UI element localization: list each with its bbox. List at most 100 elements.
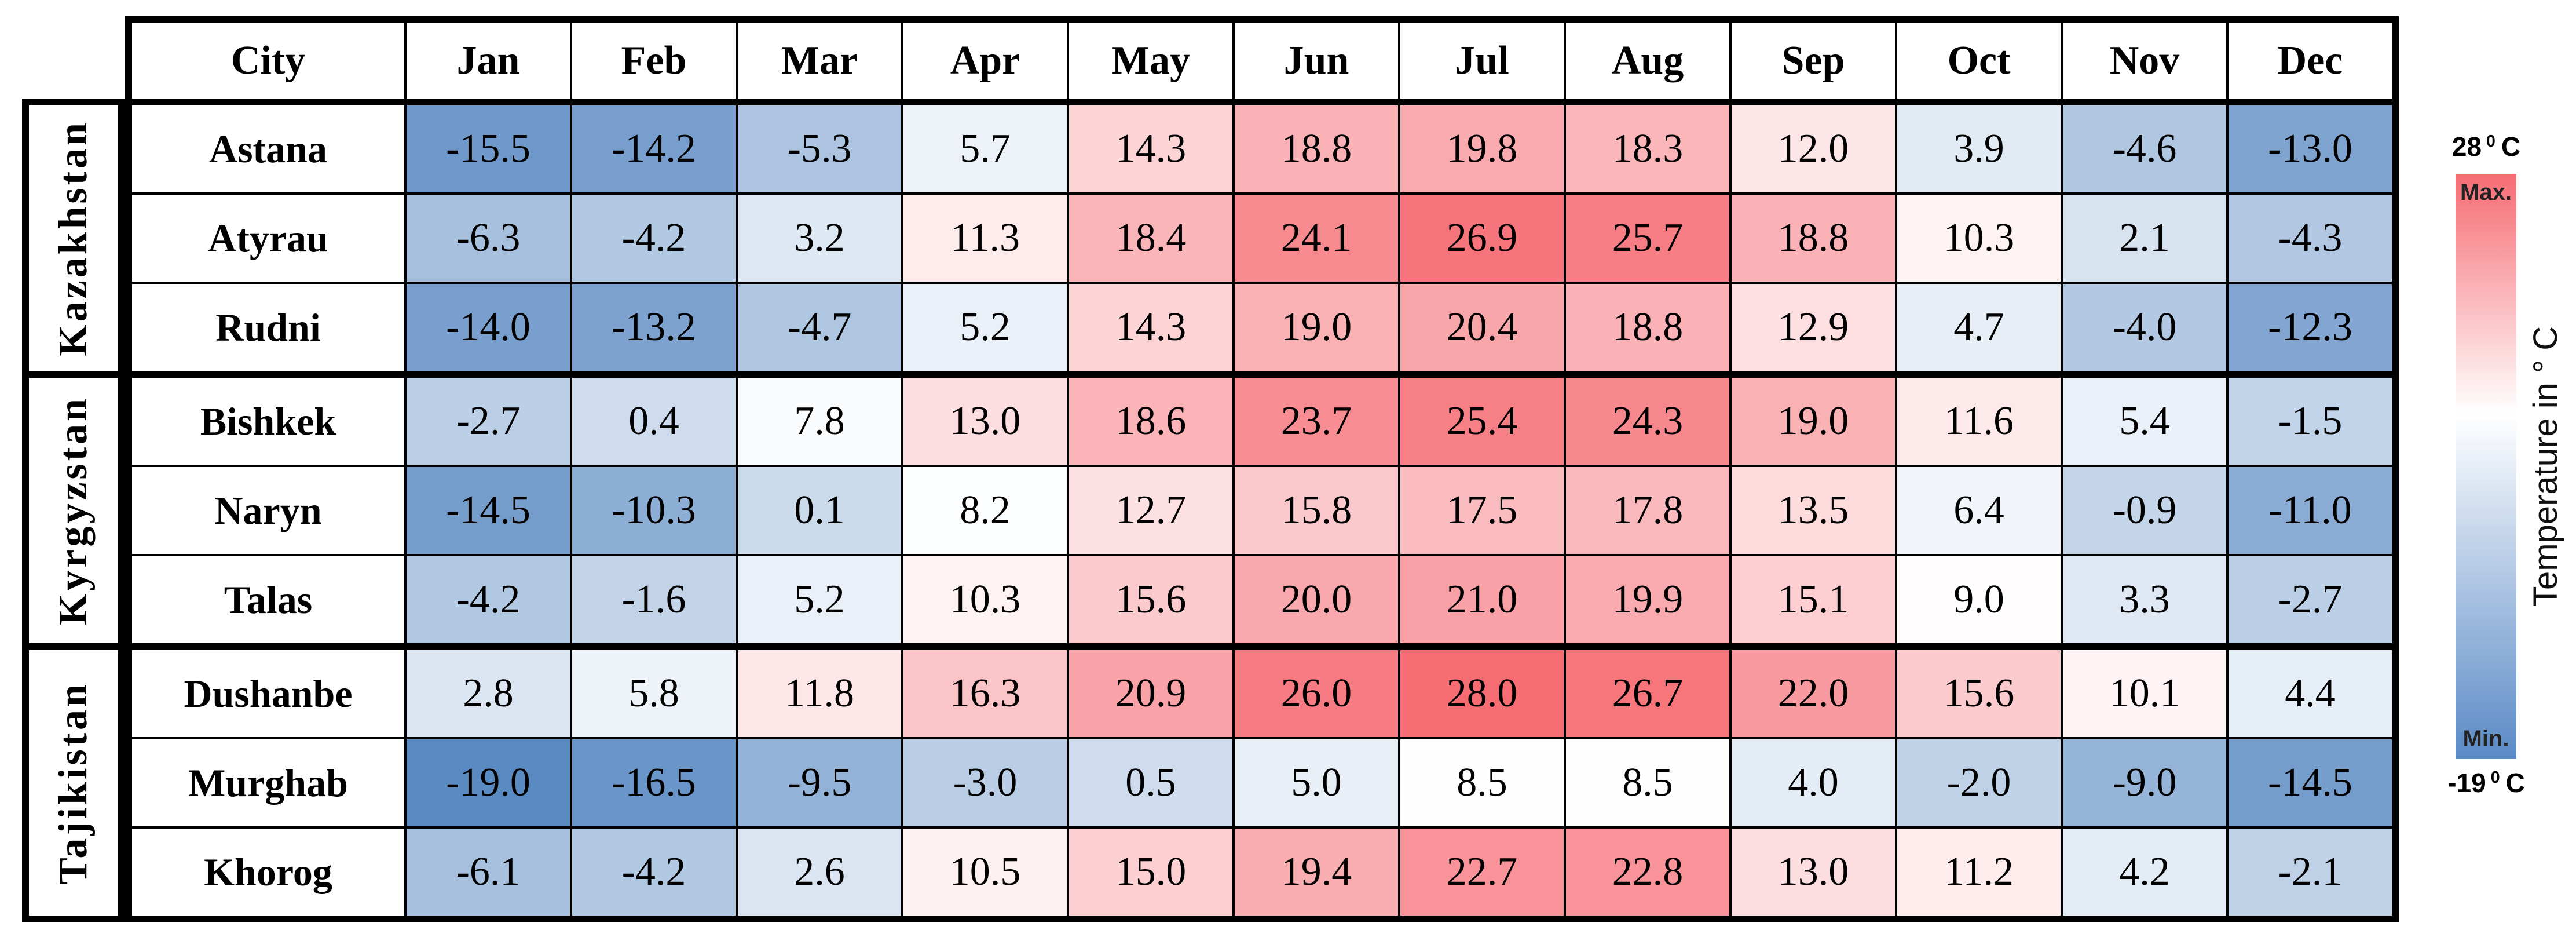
temp-cell-khorog-jan: -6.1 <box>407 829 572 916</box>
temp-cell-dushanbe-feb: 5.8 <box>572 650 738 739</box>
temp-cell-atyrau-aug: 25.7 <box>1566 195 1732 284</box>
temp-cell-bishkek-oct: 11.6 <box>1897 378 2063 467</box>
temp-cell-khorog-sep: 13.0 <box>1732 829 1897 916</box>
temp-cell-bishkek-mar: 7.8 <box>738 378 903 467</box>
legend-min-caption: Min. <box>2462 726 2509 752</box>
temp-cell-rudni-mar: -4.7 <box>738 284 903 378</box>
temp-cell-atyrau-sep: 18.8 <box>1732 195 1897 284</box>
temp-cell-murghab-dec: -14.5 <box>2229 739 2392 829</box>
temp-cell-khorog-nov: 4.2 <box>2063 829 2229 916</box>
temp-cell-khorog-may: 15.0 <box>1069 829 1235 916</box>
temp-cell-murghab-nov: -9.0 <box>2063 739 2229 829</box>
temp-cell-bishkek-apr: 13.0 <box>903 378 1069 467</box>
column-header-jan: Jan <box>407 23 572 105</box>
temp-cell-dushanbe-dec: 4.4 <box>2229 650 2392 739</box>
temp-cell-dushanbe-jun: 26.0 <box>1235 650 1400 739</box>
country-name-label: Kyrgyzstan <box>51 395 96 626</box>
temp-cell-naryn-feb: -10.3 <box>572 467 738 556</box>
temp-cell-astana-mar: -5.3 <box>738 105 903 195</box>
country-group-tajikistan: Tajikistan <box>29 650 118 916</box>
legend-gradient-bar: Max. Min. <box>2456 174 2516 759</box>
temp-cell-bishkek-aug: 24.3 <box>1566 378 1732 467</box>
temp-cell-talas-may: 15.6 <box>1069 556 1235 650</box>
legend-max-degree: 0 <box>2486 132 2496 151</box>
city-label-atyrau: Atyrau <box>132 195 407 284</box>
temp-cell-astana-dec: -13.0 <box>2229 105 2392 195</box>
column-header-oct: Oct <box>1897 23 2063 105</box>
country-group-kazakhstan: Kazakhstan <box>29 105 118 378</box>
column-header-nov: Nov <box>2063 23 2229 105</box>
temp-cell-talas-jun: 20.0 <box>1235 556 1400 650</box>
temp-cell-khorog-jun: 19.4 <box>1235 829 1400 916</box>
temp-cell-bishkek-sep: 19.0 <box>1732 378 1897 467</box>
city-label-khorog: Khorog <box>132 829 407 916</box>
city-label-naryn: Naryn <box>132 467 407 556</box>
temp-cell-dushanbe-nov: 10.1 <box>2063 650 2229 739</box>
temp-cell-murghab-sep: 4.0 <box>1732 739 1897 829</box>
country-group-kyrgyzstan: Kyrgyzstan <box>29 378 118 650</box>
temp-cell-rudni-jun: 19.0 <box>1235 284 1400 378</box>
city-label-rudni: Rudni <box>132 284 407 378</box>
country-column: Kazakhstan Kyrgyzstan Tajikistan <box>22 99 125 922</box>
temp-cell-rudni-may: 14.3 <box>1069 284 1235 378</box>
temp-cell-talas-aug: 19.9 <box>1566 556 1732 650</box>
temp-cell-astana-jul: 19.8 <box>1400 105 1566 195</box>
temp-cell-murghab-jan: -19.0 <box>407 739 572 829</box>
temp-cell-khorog-dec: -2.1 <box>2229 829 2392 916</box>
temp-cell-naryn-dec: -11.0 <box>2229 467 2392 556</box>
legend-axis-title: Temperature in ° C <box>2527 326 2564 607</box>
column-header-apr: Apr <box>903 23 1069 105</box>
temp-cell-khorog-oct: 11.2 <box>1897 829 2063 916</box>
city-label-astana: Astana <box>132 105 407 195</box>
temp-cell-talas-jul: 21.0 <box>1400 556 1566 650</box>
temp-cell-murghab-may: 0.5 <box>1069 739 1235 829</box>
column-header-aug: Aug <box>1566 23 1732 105</box>
column-header-dec: Dec <box>2229 23 2392 105</box>
column-header-mar: Mar <box>738 23 903 105</box>
temp-cell-atyrau-nov: 2.1 <box>2063 195 2229 284</box>
temp-cell-dushanbe-jul: 28.0 <box>1400 650 1566 739</box>
temp-cell-dushanbe-oct: 15.6 <box>1897 650 2063 739</box>
temp-cell-naryn-oct: 6.4 <box>1897 467 2063 556</box>
temp-cell-naryn-aug: 17.8 <box>1566 467 1732 556</box>
temp-cell-astana-oct: 3.9 <box>1897 105 2063 195</box>
temp-cell-dushanbe-mar: 11.8 <box>738 650 903 739</box>
temp-cell-talas-feb: -1.6 <box>572 556 738 650</box>
temp-cell-atyrau-feb: -4.2 <box>572 195 738 284</box>
temp-cell-murghab-mar: -9.5 <box>738 739 903 829</box>
city-label-dushanbe: Dushanbe <box>132 650 407 739</box>
legend-max-number: 28 <box>2451 132 2482 162</box>
temp-cell-khorog-mar: 2.6 <box>738 829 903 916</box>
temp-cell-rudni-oct: 4.7 <box>1897 284 2063 378</box>
temp-cell-astana-nov: -4.6 <box>2063 105 2229 195</box>
temp-cell-talas-dec: -2.7 <box>2229 556 2392 650</box>
temp-cell-atyrau-jul: 26.9 <box>1400 195 1566 284</box>
column-header-feb: Feb <box>572 23 738 105</box>
legend-min-value: -19 0 C <box>2408 767 2564 798</box>
city-label-murghab: Murghab <box>132 739 407 829</box>
temp-cell-atyrau-oct: 10.3 <box>1897 195 2063 284</box>
temp-cell-astana-feb: -14.2 <box>572 105 738 195</box>
temp-cell-rudni-aug: 18.8 <box>1566 284 1732 378</box>
temp-cell-astana-jan: -15.5 <box>407 105 572 195</box>
column-header-may: May <box>1069 23 1235 105</box>
temp-cell-talas-nov: 3.3 <box>2063 556 2229 650</box>
temp-cell-rudni-feb: -13.2 <box>572 284 738 378</box>
temp-cell-talas-sep: 15.1 <box>1732 556 1897 650</box>
temp-cell-naryn-jan: -14.5 <box>407 467 572 556</box>
temp-cell-murghab-apr: -3.0 <box>903 739 1069 829</box>
legend-min-degree: 0 <box>2490 768 2500 787</box>
column-header-jul: Jul <box>1400 23 1566 105</box>
temp-cell-naryn-mar: 0.1 <box>738 467 903 556</box>
temp-cell-khorog-aug: 22.8 <box>1566 829 1732 916</box>
temp-cell-naryn-sep: 13.5 <box>1732 467 1897 556</box>
legend-min-number: -19 <box>2447 768 2486 798</box>
temp-cell-murghab-oct: -2.0 <box>1897 739 2063 829</box>
temp-cell-khorog-jul: 22.7 <box>1400 829 1566 916</box>
temp-cell-naryn-jul: 17.5 <box>1400 467 1566 556</box>
temp-cell-rudni-dec: -12.3 <box>2229 284 2392 378</box>
temp-cell-talas-mar: 5.2 <box>738 556 903 650</box>
temp-cell-astana-may: 14.3 <box>1069 105 1235 195</box>
temp-cell-dushanbe-sep: 22.0 <box>1732 650 1897 739</box>
